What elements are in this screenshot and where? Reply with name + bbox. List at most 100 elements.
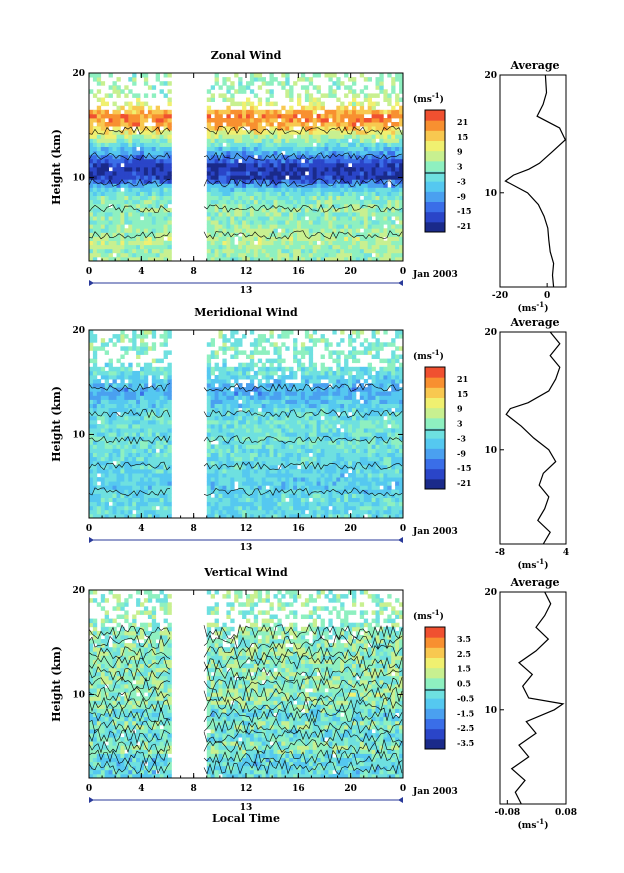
- heatmap-cell: [246, 489, 251, 494]
- heatmap-cell: [210, 171, 215, 176]
- heatmap-cell: [112, 236, 117, 241]
- heatmap-cell: [128, 444, 133, 449]
- heatmap-cell: [320, 154, 325, 160]
- heatmap-cell: [151, 146, 157, 152]
- heatmap-cell: [281, 501, 286, 507]
- heatmap-cell: [167, 456, 172, 462]
- heatmap-cell: [312, 403, 317, 409]
- heatmap-cell: [336, 248, 341, 254]
- heatmap-cell: [367, 130, 372, 135]
- heatmap-cell: [332, 113, 337, 119]
- heatmap-cell: [159, 224, 164, 229]
- heatmap-cell: [257, 460, 263, 466]
- heatmap-cell: [120, 473, 125, 478]
- heatmap-cell: [210, 460, 215, 466]
- heatmap-cell: [285, 509, 290, 515]
- heatmap-cell: [281, 113, 286, 119]
- heatmap-cell: [92, 244, 98, 250]
- heatmap-cell: [304, 411, 310, 417]
- heatmap-cell: [92, 138, 98, 143]
- heatmap-cell: [297, 440, 302, 445]
- heatmap-cell: [359, 73, 365, 78]
- heatmap-cell: [300, 501, 306, 507]
- heatmap-cell: [281, 497, 286, 503]
- heatmap-cell: [320, 130, 325, 135]
- heatmap-cell: [395, 187, 400, 192]
- heatmap-cell: [238, 477, 243, 482]
- heatmap-cell: [147, 464, 153, 470]
- heatmap-cell: [297, 448, 302, 453]
- heatmap-cell: [253, 220, 259, 225]
- heatmap-cell: [399, 97, 404, 102]
- heatmap-cell: [120, 203, 125, 209]
- heatmap-cell: [249, 244, 255, 250]
- heatmap-cell: [352, 113, 357, 119]
- heatmap-cell: [206, 113, 212, 119]
- heatmap-cell: [214, 158, 219, 164]
- heatmap-cell: [89, 142, 94, 147]
- heatmap-cell: [289, 444, 294, 449]
- heatmap-cell: [147, 505, 153, 511]
- heatmap-cell: [230, 505, 235, 511]
- heatmap-cell: [140, 456, 145, 462]
- heatmap-cell: [222, 248, 227, 254]
- heatmap-cell: [210, 244, 215, 250]
- heatmap-cell: [257, 501, 263, 507]
- heatmap-cell: [371, 460, 376, 466]
- heatmap-cell: [116, 252, 121, 258]
- heatmap-cell: [269, 460, 274, 466]
- heatmap-cell: [340, 473, 345, 478]
- heatmap-cell: [304, 118, 310, 123]
- heatmap-cell: [92, 395, 98, 400]
- heatmap-cell: [253, 448, 259, 453]
- heatmap-cell: [395, 113, 400, 119]
- heatmap-cell: [136, 440, 141, 445]
- heatmap-cell: [238, 248, 243, 254]
- heatmap-cell: [328, 424, 333, 429]
- heatmap-cell: [249, 432, 255, 437]
- heatmap-cell: [120, 452, 125, 458]
- heatmap-cell: [383, 252, 388, 258]
- heatmap-cell: [132, 493, 137, 498]
- heatmap-cell: [320, 101, 325, 107]
- heatmap-cell: [218, 232, 223, 237]
- heatmap-cell: [269, 203, 274, 209]
- heatmap-cell: [367, 444, 372, 449]
- heatmap-cell: [348, 399, 353, 404]
- heatmap-cell: [89, 207, 94, 213]
- heatmap-cell: [210, 97, 215, 102]
- heatmap-cell: [242, 236, 247, 241]
- heatmap-cell: [124, 167, 129, 172]
- heatmap-cell: [300, 224, 306, 229]
- heatmap-cell: [116, 77, 121, 82]
- heatmap-cell: [320, 158, 325, 164]
- heatmap-cell: [257, 456, 263, 462]
- heatmap-cell: [246, 109, 251, 115]
- heatmap-cell: [92, 403, 98, 409]
- heatmap-cell: [281, 399, 286, 404]
- heatmap-cell: [230, 179, 235, 184]
- heatmap-cell: [379, 81, 384, 86]
- heatmap-cell: [238, 89, 243, 94]
- heatmap-cell: [147, 436, 153, 441]
- heatmap-cell: [375, 199, 380, 205]
- heatmap-cell: [308, 395, 314, 400]
- heatmap-cell: [163, 256, 168, 262]
- heatmap-cell: [116, 452, 121, 458]
- heatmap-cell: [277, 415, 282, 421]
- heatmap-cell: [108, 411, 113, 417]
- heatmap-cell: [375, 126, 380, 131]
- heatmap-cell: [395, 224, 400, 229]
- heatmap-cell: [355, 477, 361, 482]
- heatmap-cell: [108, 436, 113, 441]
- heatmap-cell: [249, 207, 255, 213]
- heatmap-cell: [336, 456, 341, 462]
- heatmap-cell: [238, 183, 243, 188]
- heatmap-cell: [265, 493, 270, 498]
- heatmap-cell: [261, 203, 266, 209]
- heatmap-cell: [210, 501, 215, 507]
- heatmap-cell: [136, 403, 141, 409]
- heatmap-cell: [151, 407, 157, 413]
- heatmap-cell: [210, 187, 215, 192]
- heatmap-cell: [379, 199, 384, 205]
